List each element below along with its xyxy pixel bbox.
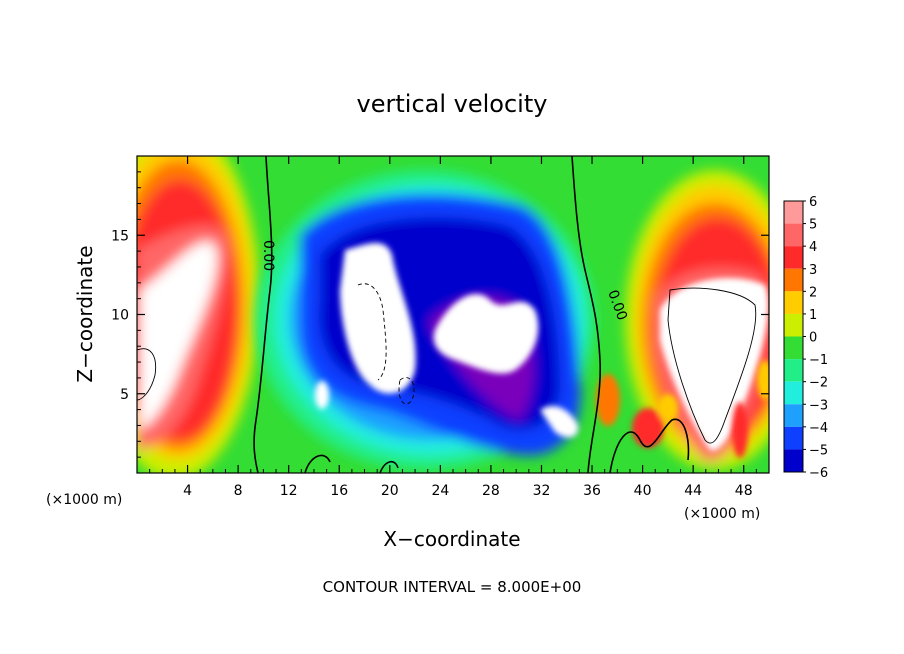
x-tick-label: 24 [431,483,449,499]
x-tick-label: 36 [583,483,601,499]
colorbar-tick-label: 6 [809,195,817,210]
colorbar-tick-label: −5 [809,443,828,458]
x-axis-title: X−coordinate [383,527,520,551]
colorbar-swatch [784,336,803,360]
x-tick-label: 8 [234,483,243,499]
colorbar-swatch [784,404,803,427]
x-axis: 4 8 12 16 20 24 28 32 36 40 44 48 [136,156,770,499]
x-tick-label: 40 [634,483,652,499]
colorbar-tick-label: −6 [809,466,828,481]
zero-contours [253,156,690,473]
colorbar-tick-label: 0 [809,331,817,346]
x-tick-label: 48 [735,483,753,499]
x-tick-label: 12 [280,483,298,499]
colorbar-tick-label: 1 [809,308,817,323]
y-axis: 5 10 15 [111,155,769,474]
y-axis-title: Z−coordinate [73,245,97,382]
colorbar-swatch [784,201,803,224]
colorbar-swatch [784,381,803,405]
colorbar-tick-label: −2 [809,376,828,391]
colorbar-tick-label: 5 [809,218,817,233]
x-tick-label: 44 [684,483,702,499]
colorbar-swatch [784,359,803,382]
colorbar-swatch [784,449,803,472]
y-tick-label: 10 [111,308,129,324]
contour-interval-note: CONTOUR INTERVAL = 8.000E+00 [323,578,582,596]
x-tick-label: 4 [183,483,192,499]
colorbar-tick-label: −3 [809,398,828,413]
x-tick-label: 32 [533,483,551,499]
lower-updraft-cells [596,360,769,458]
x-unit-label-right: (×1000 m) [684,506,760,522]
downdraft-extremes [315,243,579,438]
x-tick-label: 16 [330,483,348,499]
left-updraft [137,156,260,473]
heatmap-field [137,156,769,473]
colorbar-tick-label: 4 [809,240,817,255]
thin-contours [137,283,757,444]
colorbar-swatch [784,268,803,292]
y-tick-label: 15 [111,228,129,244]
contour-label: 0.00 [260,240,276,271]
colorbar-tick-label: −1 [809,353,828,368]
colorbar-swatch [784,223,803,247]
x-tick-label: 20 [381,483,399,499]
colorbar-tick-label: 2 [809,285,817,300]
colorbar-swatch [784,313,803,337]
y-tick-label: 5 [120,387,129,403]
colorbar-swatch [784,246,803,269]
x-unit-label: (×1000 m) [46,492,122,508]
colorbar-tick-label: −4 [809,421,828,436]
colorbar-swatch [784,291,803,314]
colorbar-swatch [784,426,803,450]
chart-title: vertical velocity [357,90,548,118]
colorbar-tick-label: 3 [809,263,817,278]
x-tick-label: 28 [482,483,500,499]
central-downdraft [255,170,595,470]
colorbar: 6 5 4 3 2 1 0 −1 −2 −3 −4 −5 −6 [783,195,828,481]
